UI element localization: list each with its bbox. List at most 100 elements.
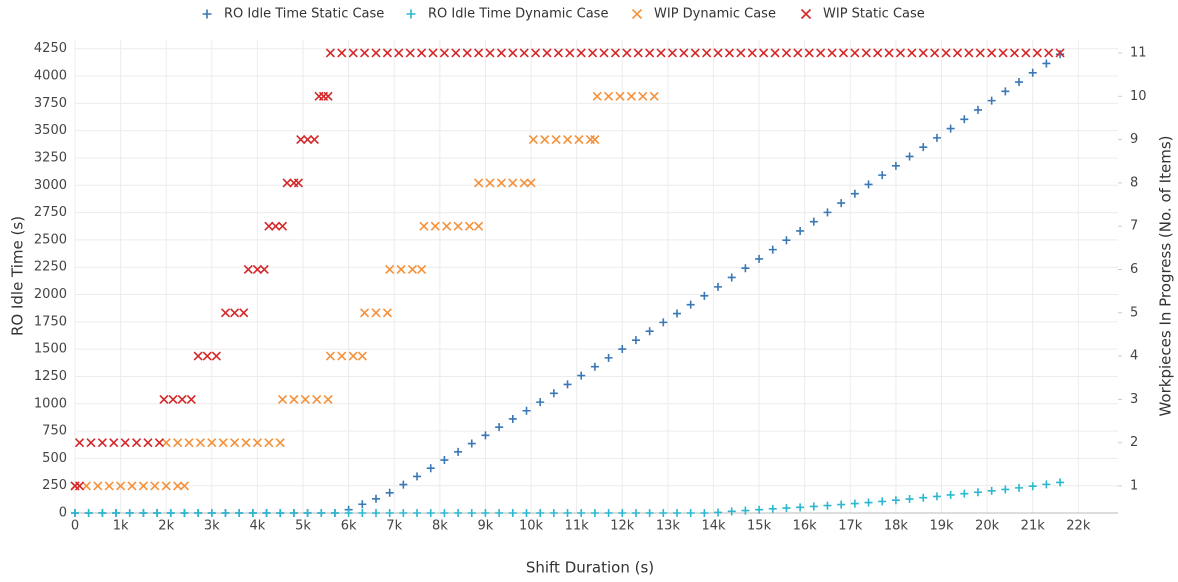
point <box>428 48 438 58</box>
point <box>659 509 668 517</box>
point <box>604 91 614 101</box>
x-tick-label: 3k <box>204 519 220 534</box>
point <box>850 499 859 508</box>
point <box>645 327 654 336</box>
y-tick-label: 1250 <box>34 369 67 384</box>
point <box>946 124 955 133</box>
x-tick-label: 2k <box>158 519 174 534</box>
legend: RO Idle Time Static Case RO Idle Time Dyn… <box>202 7 925 22</box>
point <box>474 48 484 58</box>
point <box>588 48 598 58</box>
grid <box>74 40 1118 514</box>
point <box>553 48 563 58</box>
point <box>782 504 791 513</box>
x-tick-label: 21k <box>1021 519 1046 534</box>
point <box>649 91 659 101</box>
point <box>467 509 476 517</box>
point <box>659 318 668 327</box>
point <box>563 509 572 517</box>
point <box>919 493 928 502</box>
point <box>864 498 873 507</box>
point <box>132 438 142 448</box>
x-tick-label: 0 <box>71 519 79 534</box>
point <box>549 389 558 398</box>
point <box>626 91 636 101</box>
y2-tick-label: 2 <box>1130 435 1138 450</box>
point <box>873 48 883 58</box>
point <box>371 509 380 517</box>
point <box>592 91 602 101</box>
point <box>173 438 183 448</box>
point <box>426 509 435 517</box>
point <box>736 48 746 58</box>
point <box>289 509 298 517</box>
point <box>987 96 996 105</box>
point <box>1056 478 1065 487</box>
point <box>850 189 859 198</box>
point <box>474 221 484 231</box>
point <box>793 48 803 58</box>
point <box>878 497 887 506</box>
point <box>1055 48 1065 58</box>
point <box>417 264 427 275</box>
y-tick-label: 4000 <box>34 69 67 84</box>
point <box>282 178 292 188</box>
point <box>74 481 85 491</box>
point <box>562 135 573 145</box>
y-tick-label: 3750 <box>34 96 67 111</box>
point <box>248 509 257 517</box>
point <box>1015 483 1024 492</box>
x-tick-label: 22k <box>1066 519 1091 534</box>
point <box>358 500 367 509</box>
point <box>166 509 175 517</box>
point <box>454 447 463 456</box>
x-tick-label: 12k <box>610 519 635 534</box>
point <box>891 496 900 505</box>
y-tick-label: 2000 <box>34 287 67 302</box>
point <box>576 48 586 58</box>
point <box>508 414 517 423</box>
point <box>303 135 313 145</box>
point <box>462 48 472 58</box>
point <box>727 507 736 516</box>
point <box>358 509 367 517</box>
point <box>816 48 826 58</box>
x-tick-label: 11k <box>565 519 590 534</box>
x-tick-label: 4k <box>250 519 266 534</box>
y-tick-label: 4250 <box>34 41 67 56</box>
point <box>747 48 757 58</box>
y2-axis-title: Workpieces In Progress (No. of Items) <box>1157 135 1175 416</box>
point <box>686 509 695 517</box>
point <box>599 48 609 58</box>
point <box>348 48 358 58</box>
point <box>277 221 288 231</box>
point <box>230 308 240 318</box>
point <box>309 135 319 145</box>
point <box>153 509 162 517</box>
legend-label: WIP Static Case <box>823 7 925 22</box>
y-tick-label: 750 <box>42 424 67 439</box>
point <box>357 351 367 361</box>
x-tick-label: 13k <box>656 519 681 534</box>
point <box>259 264 269 275</box>
y2-tick-label: 5 <box>1130 305 1138 320</box>
point <box>495 509 504 517</box>
y-tick-label: 3250 <box>34 150 67 165</box>
legend-marker <box>406 9 416 19</box>
point <box>905 152 914 161</box>
point <box>590 135 600 145</box>
point <box>419 221 429 231</box>
point <box>454 509 463 517</box>
point <box>300 394 310 404</box>
point <box>1042 480 1051 489</box>
point <box>1044 48 1054 58</box>
point <box>139 509 148 517</box>
point <box>159 394 169 404</box>
point <box>330 509 339 517</box>
point <box>74 438 85 448</box>
point <box>656 48 666 58</box>
legend-marker <box>202 9 212 19</box>
point <box>168 394 178 404</box>
point <box>690 48 700 58</box>
